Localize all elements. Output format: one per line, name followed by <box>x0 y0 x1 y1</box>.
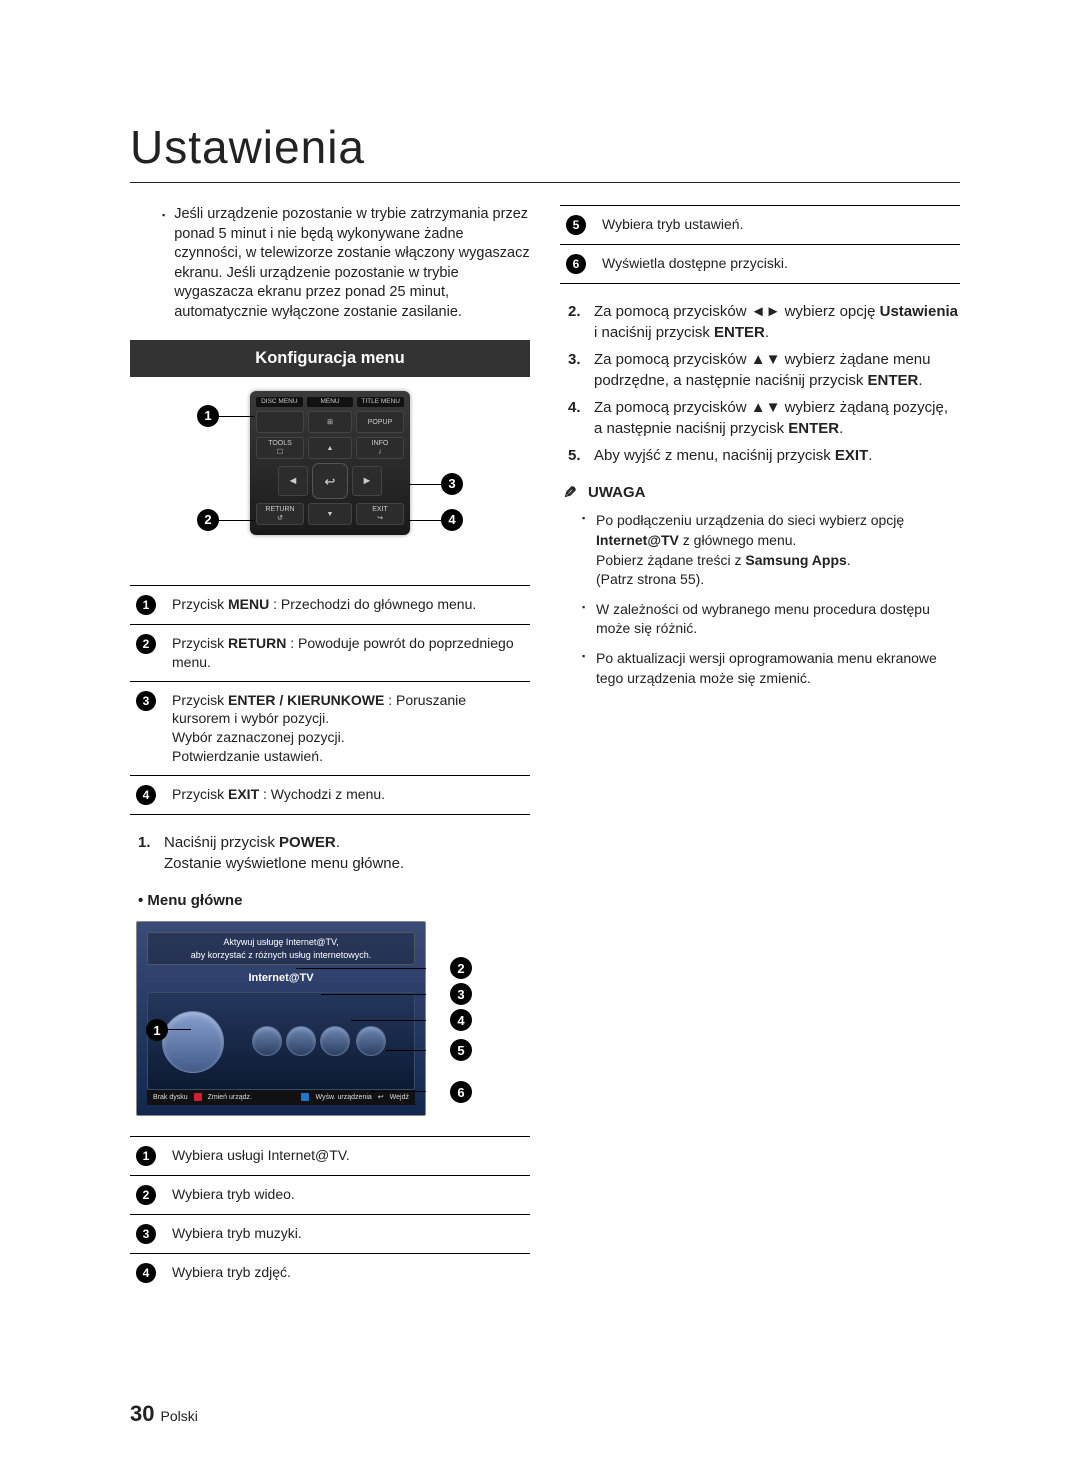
mm-callout-5-badge: 5 <box>450 1039 472 1061</box>
remote-diagram: DISC MENU MENU TITLE MENU ⊞ POPUP TOOLS☐… <box>175 391 485 561</box>
menu-legend-text: Wybiera usługi Internet@TV. <box>166 1136 530 1175</box>
note-item: Po aktualizacji wersji oprogramowania me… <box>560 647 960 696</box>
remote-legend-text: Przycisk ENTER / KIERUNKOWE : Poruszanie… <box>166 681 530 776</box>
remote-return-button: RETURN↺ <box>256 503 304 525</box>
badge-4-icon: 4 <box>136 785 156 805</box>
mm-logo: Internet@TV <box>147 971 415 986</box>
mm-settings-icon <box>356 1026 386 1056</box>
remote-disc-menu-button <box>256 411 304 433</box>
section-heading: Konfiguracja menu <box>130 340 530 376</box>
note-item: W zależności od wybranego menu procedura… <box>560 598 960 647</box>
page-title: Ustawienia <box>130 120 960 183</box>
menu-legend-text: Wybiera tryb ustawień. <box>596 206 960 245</box>
remote-popup-button: POPUP <box>356 411 404 433</box>
badge-2-icon: 2 <box>136 1185 156 1205</box>
step-item: Za pomocą przycisków ◄► wybierz opcję Us… <box>560 298 960 346</box>
menu-legend-table-2: 5 Wybiera tryb ustawień. 6 Wyświetla dostęp… <box>560 205 960 284</box>
remote-title-menu-label: TITLE MENU <box>357 397 404 408</box>
badge-1-icon: 1 <box>136 595 156 615</box>
remote-right-button: ► <box>352 466 382 496</box>
step-item: Za pomocą przycisków ▲▼ wybierz żądaną p… <box>560 394 960 442</box>
step-list-2: Za pomocą przycisków ◄► wybierz opcję Us… <box>560 298 960 469</box>
menu-legend-text: Wybiera tryb muzyki. <box>166 1215 530 1254</box>
remote-tools-button: TOOLS☐ <box>256 437 304 459</box>
remote-info-button: INFOi <box>356 437 404 459</box>
remote-disc-menu-label: DISC MENU <box>256 397 303 408</box>
mm-video-icon <box>252 1026 282 1056</box>
remote-legend-text: Przycisk MENU : Przechodzi do głównego m… <box>166 585 530 624</box>
callout-1-badge: 1 <box>197 405 219 427</box>
remote-menu-label: MENU <box>307 397 354 408</box>
page-number: 30Polski <box>130 1401 198 1427</box>
badge-4-icon: 4 <box>136 1263 156 1283</box>
menu-legend-table: 1 Wybiera usługi Internet@TV. 2 Wybiera try… <box>130 1136 530 1292</box>
remote-legend-text: Przycisk RETURN : Powoduje powrót do pop… <box>166 624 530 681</box>
badge-3-icon: 3 <box>136 691 156 711</box>
badge-5-icon: 5 <box>566 215 586 235</box>
mm-photo-icon <box>320 1026 350 1056</box>
mm-callout-4-badge: 4 <box>450 1009 472 1031</box>
badge-1-icon: 1 <box>136 1146 156 1166</box>
menu-legend-text: Wybiera tryb zdjęć. <box>166 1254 530 1293</box>
main-menu-diagram: Aktywuj usługę Internet@TV, aby korzysta… <box>136 921 476 1116</box>
menu-legend-text: Wyświetla dostępne przyciski. <box>596 245 960 284</box>
remote-menu-button: ⊞ <box>308 411 352 433</box>
mm-callout-3-badge: 3 <box>450 983 472 1005</box>
remote-enter-button: ↩ <box>312 463 348 499</box>
mm-callout-6-badge: 6 <box>450 1081 472 1103</box>
badge-6-icon: 6 <box>566 254 586 274</box>
remote-left-button: ◄ <box>278 466 308 496</box>
notes-list: Po podłączeniu urządzenia do sieci wybie… <box>560 509 960 696</box>
callout-3-badge: 3 <box>441 473 463 495</box>
note-item: Po podłączeniu urządzenia do sieci wybie… <box>560 509 960 597</box>
step-list-1: Naciśnij przycisk POWER.Zostanie wyświet… <box>130 829 530 877</box>
menu-legend-text: Wybiera tryb wideo. <box>166 1176 530 1215</box>
mm-music-icon <box>286 1026 316 1056</box>
main-menu-heading: • Menu główne <box>130 891 530 911</box>
mm-internet-tv-icon <box>162 1011 224 1073</box>
remote-up-button: ▲ <box>308 437 352 459</box>
intro-note: Jeśli urządzenie pozostanie w trybie zat… <box>130 205 530 322</box>
remote-down-button: ▼ <box>308 503 352 525</box>
callout-2-badge: 2 <box>197 509 219 531</box>
remote-exit-button: EXIT↪ <box>356 503 404 525</box>
remote-legend-table: 1 Przycisk MENU : Przechodzi do głównego … <box>130 585 530 816</box>
badge-3-icon: 3 <box>136 1224 156 1244</box>
step-item: Naciśnij przycisk POWER.Zostanie wyświet… <box>130 829 530 877</box>
mm-callout-2-badge: 2 <box>450 957 472 979</box>
a-color-icon <box>194 1093 202 1101</box>
callout-4-badge: 4 <box>441 509 463 531</box>
remote-legend-text: Przycisk EXIT : Wychodzi z menu. <box>166 776 530 815</box>
badge-2-icon: 2 <box>136 634 156 654</box>
uwaga-heading: UWAGA <box>560 483 960 503</box>
step-item: Za pomocą przycisków ▲▼ wybierz żądane m… <box>560 346 960 394</box>
step-item: Aby wyjść z menu, naciśnij przycisk EXIT… <box>560 442 960 469</box>
d-color-icon <box>301 1093 309 1101</box>
mm-banner: Aktywuj usługę Internet@TV, aby korzysta… <box>147 932 415 964</box>
